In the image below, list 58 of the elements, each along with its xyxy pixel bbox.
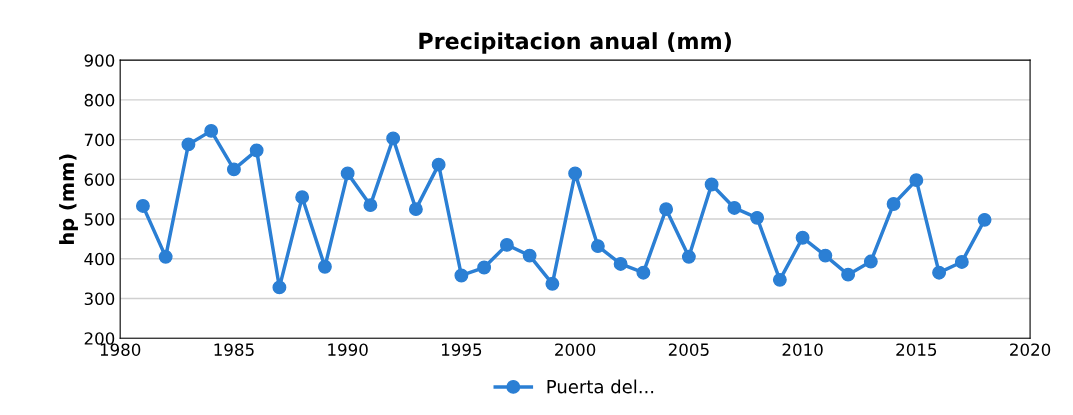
- point: [181, 137, 196, 152]
- y-tick-label: 400: [84, 252, 115, 266]
- y-tick-label: 700: [84, 133, 115, 147]
- point: [909, 173, 924, 188]
- chart-title: Precipitacion anual (mm): [419, 32, 731, 54]
- point: [636, 265, 651, 280]
- point: [886, 197, 901, 211]
- point: [363, 198, 378, 213]
- point: [681, 249, 696, 264]
- point: [317, 259, 332, 274]
- point: [499, 237, 514, 252]
- y-tick-label: 300: [84, 292, 115, 306]
- point: [863, 254, 878, 269]
- point: [659, 202, 674, 217]
- point: [249, 143, 264, 158]
- y-tick-label: 200: [84, 332, 115, 345]
- point: [818, 248, 833, 263]
- point: [477, 260, 492, 275]
- x-tick-label: 2015: [896, 343, 937, 356]
- point: [386, 131, 401, 146]
- point: [795, 230, 810, 245]
- x-tick-label: 2010: [782, 343, 823, 356]
- point: [977, 212, 992, 227]
- x-tick-label: 1990: [328, 343, 368, 356]
- y-tick-label: 600: [84, 173, 115, 186]
- point: [295, 190, 310, 205]
- x-tick-label: 1995: [442, 343, 482, 356]
- y-tick-label: 900: [84, 54, 115, 67]
- point: [772, 272, 787, 287]
- point: [954, 255, 969, 269]
- y-axis-title: hp (mm): [59, 154, 78, 244]
- x-tick-label: 1980: [100, 343, 141, 356]
- point: [431, 157, 446, 172]
- x-tick-label: 2005: [668, 343, 709, 356]
- point: [454, 268, 469, 283]
- point: [408, 202, 423, 217]
- point: [226, 162, 241, 177]
- point: [204, 123, 219, 138]
- legend-label: Puerta del...: [547, 379, 654, 394]
- y-tick-label: 800: [84, 93, 115, 107]
- x-tick-label: 2000: [555, 343, 596, 356]
- point: [704, 177, 719, 192]
- point: [613, 257, 628, 271]
- point: [545, 276, 560, 291]
- point: [750, 210, 765, 225]
- point: [340, 166, 355, 181]
- x-tick-label: 2020: [1010, 343, 1051, 356]
- point: [135, 199, 150, 213]
- y-tick-label: 500: [84, 213, 115, 226]
- point: [590, 239, 605, 254]
- point: [727, 200, 742, 215]
- x-tick-label: 1985: [214, 343, 254, 356]
- point: [932, 265, 947, 280]
- point: [522, 248, 537, 263]
- point: [841, 267, 856, 282]
- point: [272, 280, 287, 295]
- point: [568, 166, 583, 181]
- point: [158, 249, 173, 264]
